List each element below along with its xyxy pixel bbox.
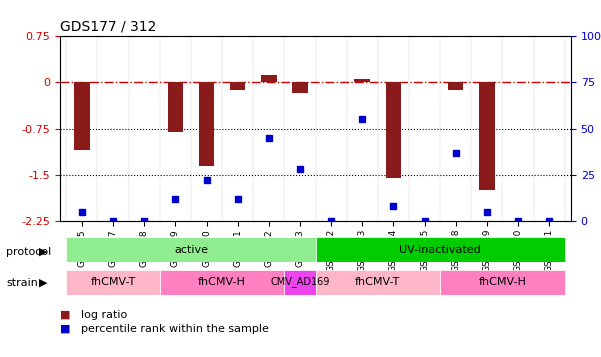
Bar xyxy=(160,270,284,295)
Bar xyxy=(199,82,215,166)
Text: fhCMV-H: fhCMV-H xyxy=(478,277,526,287)
Bar xyxy=(479,82,495,190)
Text: percentile rank within the sample: percentile rank within the sample xyxy=(81,324,269,334)
Text: ■: ■ xyxy=(60,310,70,320)
Text: ■: ■ xyxy=(60,324,70,334)
Bar xyxy=(292,82,308,93)
Bar xyxy=(355,79,370,82)
Text: UV-inactivated: UV-inactivated xyxy=(399,245,481,255)
Bar xyxy=(440,270,565,295)
Text: ▶: ▶ xyxy=(39,247,47,257)
Text: ▶: ▶ xyxy=(39,278,47,288)
Text: fhCMV-H: fhCMV-H xyxy=(198,277,246,287)
Bar xyxy=(261,75,276,82)
Text: GDS177 / 312: GDS177 / 312 xyxy=(60,19,156,33)
Text: active: active xyxy=(174,245,208,255)
Bar xyxy=(66,237,316,262)
Text: protocol: protocol xyxy=(6,247,51,257)
Bar xyxy=(448,82,463,90)
Bar xyxy=(284,270,316,295)
Text: strain: strain xyxy=(6,278,38,288)
Text: fhCMV-T: fhCMV-T xyxy=(90,277,136,287)
Bar xyxy=(66,270,160,295)
Bar xyxy=(316,237,565,262)
Bar xyxy=(386,82,401,178)
Bar xyxy=(168,82,183,132)
Text: CMV_AD169: CMV_AD169 xyxy=(270,277,329,287)
Bar xyxy=(74,82,90,150)
Text: fhCMV-T: fhCMV-T xyxy=(355,277,400,287)
Bar xyxy=(230,82,245,90)
Text: log ratio: log ratio xyxy=(81,310,127,320)
Bar xyxy=(316,270,440,295)
